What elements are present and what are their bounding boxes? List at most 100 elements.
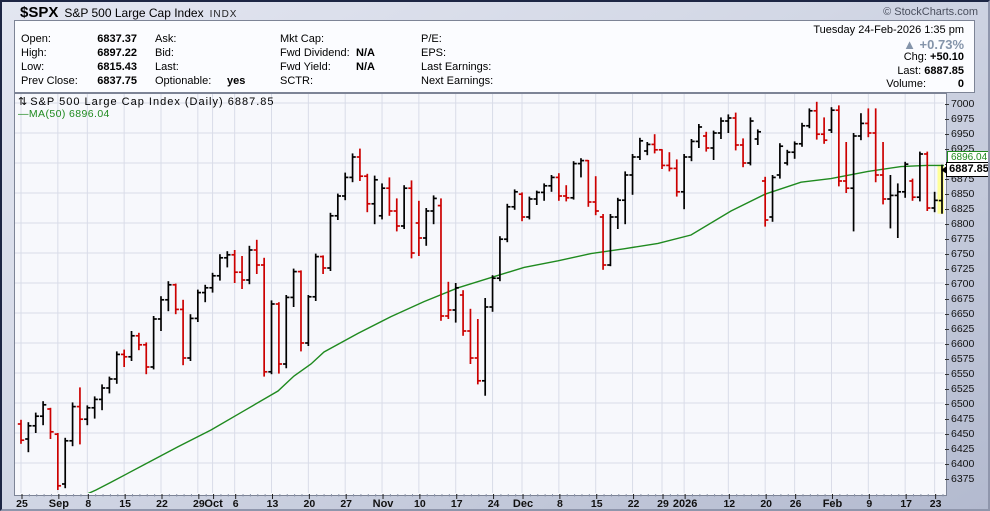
change-row: Chg: +50.10 [903,51,964,63]
quote-field-label: Fwd Dividend: [280,47,350,59]
last-price-callout: 6887.85 [941,162,988,177]
y-axis-label: 6600 [945,338,974,350]
quote-field-value: 6815.43 [97,61,137,73]
exchange-label: INDX [209,9,238,20]
quote-field-label: SCTR: [280,75,313,87]
ohlc-bar [297,270,305,352]
ohlc-bar [504,203,511,243]
y-axis-label: 6850 [945,188,974,200]
x-axis-label: 12 [723,498,736,510]
ohlc-bar [658,148,666,169]
x-axis-label: 24 [487,498,500,510]
y-axis-label: 6800 [945,218,974,230]
ohlc-bar [25,422,32,453]
quote-field: SCTR: [280,74,375,88]
ohlc-bar [865,108,872,138]
x-axis: 25 Sep 8 15 22 29 Oct 6 13 20 27 Nov 10 17 24 Dec 8 15 22 2… [14,494,947,510]
chart-header: $SPX S&P 500 Large Cap Index INDX [20,4,238,21]
ohlc-bar [98,384,106,411]
y-axis-label: 6700 [945,278,974,290]
index-name: S&P 500 Large Cap Index [64,6,204,20]
ohlc-bar [445,281,452,319]
y-axis-label: 6625 [945,323,974,335]
x-axis-label: Dec [512,498,534,510]
y-axis-label: 6750 [945,248,974,260]
ohlc-bar [54,433,62,490]
ohlc-bar [474,319,482,385]
ohlc-bar [69,402,76,447]
ohlc-bar [290,268,297,307]
ohlc-bar [349,153,356,183]
ohlc-bar [747,117,754,166]
ohlc-bar [644,142,651,156]
ohlc-bar [179,299,187,366]
quote-field-label: Fwd Yield: [280,61,331,73]
ohlc-bar [224,251,231,268]
y-axis-label: 7000 [945,98,974,110]
ohlc-bar [393,198,400,232]
y-axis-label: 6425 [945,443,974,455]
ohlc-bar [798,122,806,147]
quote-field-label: Bid: [155,47,174,59]
quote-field-value: yes [227,75,246,87]
ohlc-bar [776,143,784,179]
ohlc-bar [260,257,268,377]
ohlc-bar [467,308,474,364]
volume-row: Volume: 0 [886,78,964,90]
ohlc-bar [518,192,526,222]
quote-column-prices: Open: 6837.37 High: 6897.22 Low: 6815.43 Prev … [21,32,137,88]
ohlc-bar [238,256,246,289]
ohlc-bar [386,177,393,216]
ohlc-bar [84,405,91,426]
ohlc-bar [327,212,334,271]
ohlc-bar [437,198,445,321]
ohlc-bar [791,141,798,159]
ohlc-bar [319,255,327,274]
y-axis-label: 6375 [945,473,974,485]
ohlc-bar [585,159,592,207]
quote-field: Mkt Cap: [280,32,375,46]
ohlc-bar [106,376,113,394]
quote-field-value: 6837.75 [97,75,137,87]
x-axis-label: 27 [340,498,353,510]
ohlc-bar [629,154,636,195]
ohlc-bar [47,407,54,439]
x-axis-label: 15 [590,498,603,510]
ohlc-bar [820,117,828,144]
ohlc-bar [909,178,916,201]
x-axis-label: 20 [760,498,772,510]
x-axis-label: 17 [450,498,463,510]
quote-field-value: N/A [356,47,375,59]
y-axis-label: 6975 [945,113,974,125]
y-axis-label: 6950 [945,128,974,140]
ohlc-bar [275,302,283,374]
ohlc-bar [400,185,408,229]
last-row: Last: 6887.85 [897,64,964,77]
ohlc-bar [481,298,489,396]
ohlc-bar [680,154,688,210]
ohlc-bar [17,419,25,444]
x-axis-label: Nov [372,498,394,510]
ohlc-bar [717,117,725,139]
quote-field-label: High: [21,47,47,59]
ohlc-bar [703,131,710,152]
quote-field: Next Earnings: [421,74,493,88]
ohlc-bar [688,139,695,162]
ohlc-bar [305,295,312,346]
ohlc-bar [592,176,599,216]
ohlc-bar [533,190,540,205]
ohlc-bar [784,149,791,166]
ohlc-bar [739,138,747,168]
ohlc-bar [695,124,703,148]
y-axis-label: 6725 [945,263,974,275]
ohlc-bar [710,130,717,160]
ohlc-bar [835,105,843,187]
ohlc-bar [754,129,761,145]
ohlc-bar [120,349,128,367]
ohlc-bar [511,189,518,210]
quote-field: Low: 6815.43 [21,60,137,74]
quote-field-label: Low: [21,61,45,73]
ohlc-bar [563,185,570,202]
ohlc-bar [651,134,658,154]
